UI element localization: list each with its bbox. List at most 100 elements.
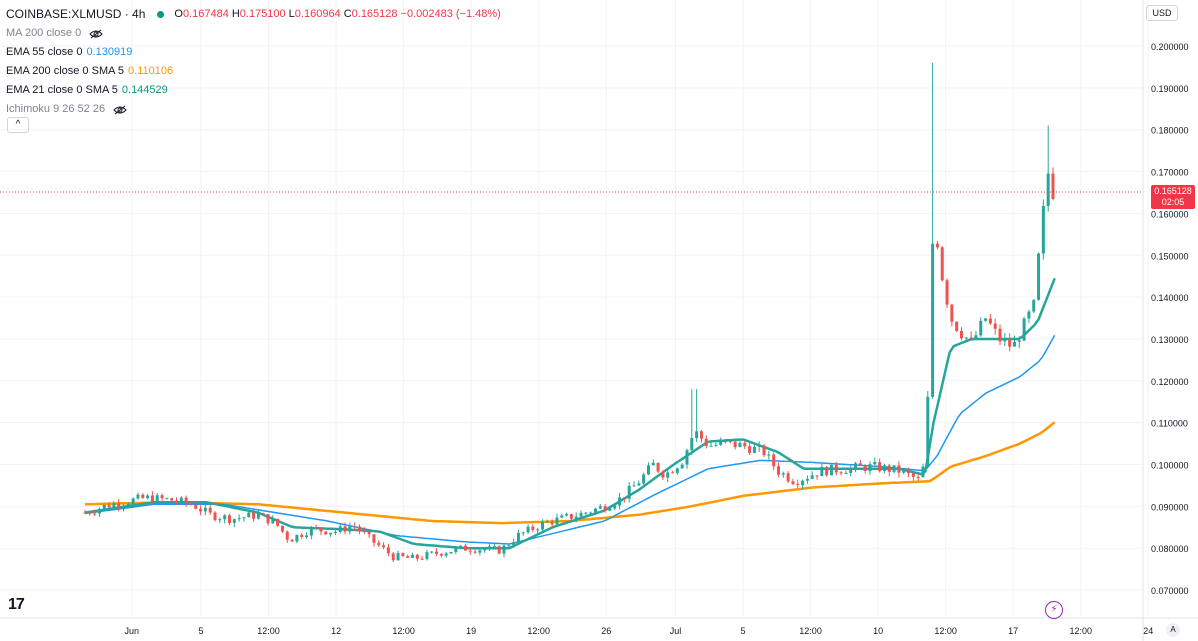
candle-body <box>969 337 973 339</box>
moving-average-lines <box>84 277 1056 550</box>
candle-body <box>690 438 694 451</box>
time-tick-label: 12:00 <box>527 626 550 636</box>
candle-body <box>107 504 111 508</box>
indicator-ichimoku[interactable]: Ichimoku 9 26 52 26 <box>6 100 504 119</box>
candle-body <box>593 508 597 513</box>
candle-body <box>878 462 882 472</box>
candle-body <box>646 465 650 475</box>
candle-body <box>988 318 992 324</box>
candle-body <box>526 526 530 533</box>
candle-body <box>155 495 159 503</box>
candle-body <box>377 542 381 546</box>
candle-body <box>112 503 116 508</box>
candle-body <box>1032 299 1036 312</box>
time-tick-label: Jul <box>670 626 682 636</box>
lightning-icon[interactable]: ⚡ <box>1045 601 1063 619</box>
candle-body <box>584 512 588 514</box>
indicator-ema200[interactable]: EMA 200 close 0 SMA 5 0.110106 <box>6 62 504 81</box>
candle-body <box>825 466 829 476</box>
time-tick-label: 5 <box>741 626 746 636</box>
candle-body <box>305 535 309 538</box>
candle-body <box>911 473 915 477</box>
symbol-title[interactable]: COINBASE:XLMUSD · 4h <box>6 7 146 21</box>
candle-body <box>184 497 188 504</box>
candle-body <box>439 553 443 556</box>
high-label: H <box>231 8 240 20</box>
time-tick-label: 17 <box>1008 626 1018 636</box>
price-tick-label: 0.070000 <box>1151 586 1189 596</box>
time-tick-label: 26 <box>601 626 611 636</box>
last-price-label: 0.165128 02:05 <box>1151 185 1195 209</box>
time-tick-label: 10 <box>873 626 883 636</box>
candle-body <box>1046 173 1050 206</box>
candle-body <box>598 506 602 509</box>
indicator-name: EMA 200 close 0 SMA 5 <box>6 65 125 77</box>
candle-body <box>194 504 198 509</box>
candle-body <box>131 498 135 505</box>
collapse-legend-button[interactable]: ^ <box>7 117 29 133</box>
candle-body <box>309 527 313 536</box>
candle-body <box>589 512 593 514</box>
candle-body <box>362 531 366 533</box>
candle-body <box>300 534 304 538</box>
candle-body <box>675 468 679 473</box>
candle-body <box>671 472 675 474</box>
candle-body <box>175 500 179 502</box>
candle-body <box>213 512 217 521</box>
candle-body <box>776 466 780 475</box>
candle-body <box>622 497 626 499</box>
candle-body <box>93 513 97 515</box>
candle-body <box>574 516 578 519</box>
indicator-ema55[interactable]: EMA 55 close 0 0.130919 <box>6 43 504 62</box>
candle-body <box>998 328 1002 342</box>
price-tick-label: 0.090000 <box>1151 502 1189 512</box>
indicator-value: 0.130919 <box>86 46 133 58</box>
candle-body <box>940 247 944 281</box>
candle-body <box>242 517 246 519</box>
candle-body <box>329 532 333 535</box>
candle-body <box>150 495 154 503</box>
candle-body <box>815 475 819 477</box>
indicator-ema21[interactable]: EMA 21 close 0 SMA 5 0.144529 <box>6 81 504 100</box>
candle-body <box>680 464 684 469</box>
candle-body <box>425 552 429 559</box>
candle-body <box>160 495 164 499</box>
candle-body <box>223 515 227 520</box>
symbol-row: COINBASE:XLMUSD · 4h O 0.167484 H 0.175100… <box>6 5 504 24</box>
candle-body <box>382 545 386 548</box>
candle-body <box>521 532 525 534</box>
time-tick-label: 12 <box>331 626 341 636</box>
candle-body <box>117 503 121 508</box>
price-tick-label: 0.080000 <box>1151 544 1189 554</box>
eye-off-icon[interactable] <box>89 29 103 39</box>
candle-body <box>459 545 463 548</box>
candle-body <box>319 527 323 532</box>
currency-selector[interactable]: USD <box>1146 5 1178 21</box>
candle-body <box>507 545 511 547</box>
candle-body <box>569 514 573 519</box>
indicator-value: 0.144529 <box>121 84 168 96</box>
candle-body <box>256 513 260 519</box>
candle-body <box>218 519 222 521</box>
time-tick-label: 5 <box>199 626 204 636</box>
candle-body <box>907 470 911 474</box>
time-tick-label: 12:00 <box>257 626 280 636</box>
candle-body <box>565 514 569 516</box>
close-label: C <box>343 8 352 20</box>
candle-body <box>353 526 357 528</box>
candlesticks <box>83 62 1055 563</box>
candle-body <box>666 472 670 478</box>
eye-off-icon[interactable] <box>113 105 127 115</box>
candle-body <box>208 507 212 513</box>
price-tick-label: 0.170000 <box>1151 168 1189 178</box>
bar-countdown: 02:05 <box>1161 197 1185 207</box>
auto-scale-button[interactable]: A <box>1166 623 1180 637</box>
indicator-ma200[interactable]: MA 200 close 0 <box>6 24 504 43</box>
candle-body <box>483 549 487 551</box>
candle-body <box>767 454 771 456</box>
close-value: 0.165128 <box>351 8 398 20</box>
tradingview-logo[interactable]: 17 <box>8 596 25 613</box>
time-tick-label: 12:00 <box>799 626 822 636</box>
candle-body <box>1051 173 1055 200</box>
